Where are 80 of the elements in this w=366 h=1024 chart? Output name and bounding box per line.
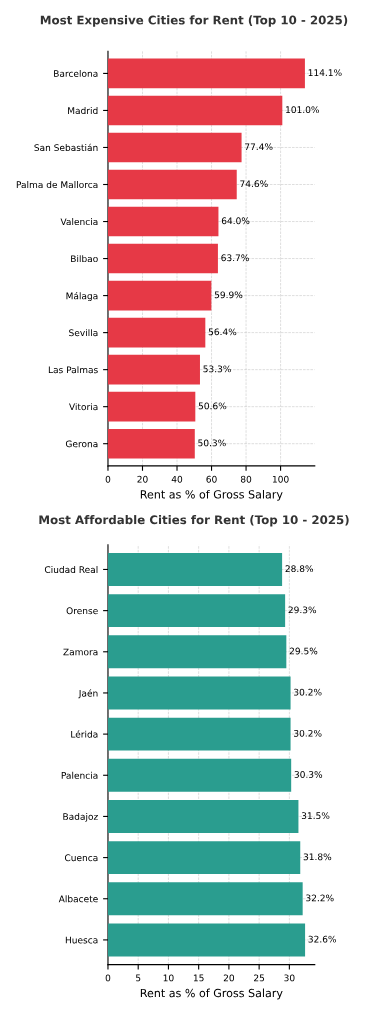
bar: [107, 391, 196, 422]
data-label: 50.6%: [198, 402, 227, 410]
x-axis-title: Rent as % of Gross Salary: [140, 988, 283, 1000]
y-tick-label: Las Palmas: [48, 366, 98, 374]
data-label: 32.6%: [308, 935, 337, 943]
y-tick-label: Badajoz: [63, 813, 98, 822]
bar: [107, 206, 219, 237]
y-tick-label: Madrid: [68, 107, 98, 114]
y-tick-label: Albacete: [58, 895, 98, 903]
bar: [107, 58, 305, 89]
y-tick-label: Cuenca: [64, 854, 98, 862]
bar: [107, 553, 283, 586]
x-tick-label: 40: [171, 475, 183, 483]
bar: [107, 923, 306, 957]
x-tick-label: 100: [272, 475, 289, 483]
y-tick-label: San Sebastián: [34, 143, 98, 152]
x-tick-label: 25: [254, 974, 265, 982]
y-tick-label: Valencia: [60, 218, 98, 226]
x-tick-label: 30: [284, 974, 295, 982]
data-label: 101.0%: [286, 106, 320, 114]
bar: [107, 132, 242, 163]
x-tick-label: 0: [105, 974, 111, 982]
y-tick-label: Sevilla: [69, 329, 98, 337]
data-label: 29.5%: [289, 647, 318, 655]
y-tick-label: Palma de Mallorca: [16, 181, 98, 189]
bar: [107, 758, 292, 792]
x-axis-title: Rent as % of Gross Salary: [140, 489, 283, 501]
data-label: 63.7%: [221, 254, 249, 262]
chart-title: Most Expensive Cities for Rent (Top 10 - 2025): [40, 15, 348, 27]
bar: [107, 594, 286, 628]
data-label: 53.3%: [203, 365, 231, 373]
data-label: 30.2%: [294, 688, 322, 696]
data-label: 28.8%: [285, 565, 314, 573]
bar: [107, 841, 301, 875]
bar: [107, 799, 299, 833]
x-tick-label: 20: [137, 475, 148, 483]
bar: [107, 95, 283, 126]
x-tick-label: 15: [193, 974, 204, 982]
bar: [107, 354, 200, 385]
data-label: 50.3%: [198, 439, 226, 447]
y-tick-label: Palencia: [61, 771, 98, 779]
y-tick-label: Jaén: [78, 689, 98, 699]
data-label: 29.3%: [288, 606, 317, 614]
x-tick-label: 10: [163, 974, 174, 982]
data-label: 74.6%: [240, 180, 268, 188]
y-tick-label: Orense: [66, 607, 98, 615]
bar: [107, 717, 291, 751]
bar: [107, 243, 218, 274]
y-tick-label: Zamora: [63, 648, 98, 656]
data-label: 31.8%: [303, 853, 332, 861]
data-label: 30.2%: [294, 729, 322, 737]
y-tick-label: Huesca: [65, 936, 98, 944]
y-tick-label: Gerona: [65, 440, 98, 448]
data-label: 114.1%: [308, 69, 342, 77]
data-label: 56.4%: [208, 328, 237, 336]
data-label: 32.2%: [306, 894, 334, 902]
bar: [107, 882, 303, 916]
bar: [107, 280, 212, 311]
bar: [107, 428, 195, 459]
y-tick-label: Lérida: [71, 730, 98, 738]
data-label: 30.3%: [294, 771, 323, 778]
y-tick-label: Málaga: [66, 291, 98, 302]
x-tick-label: 60: [206, 475, 217, 483]
data-label: 77.4%: [245, 143, 273, 151]
x-tick-label: 0: [105, 475, 111, 483]
bar: [107, 676, 291, 710]
bar: [107, 169, 237, 200]
bar: [107, 635, 287, 669]
chart-title: Most Affordable Cities for Rent (Top 10 - 2025): [39, 515, 349, 527]
x-tick-label: 5: [136, 974, 141, 982]
y-tick-label: Ciudad Real: [44, 566, 98, 574]
bar: [107, 317, 206, 348]
x-tick-label: 80: [240, 475, 252, 483]
x-tick-label: 20: [223, 974, 235, 982]
y-tick-label: Bilbao: [71, 255, 98, 263]
data-label: 31.5%: [301, 812, 330, 820]
y-tick-label: Barcelona: [54, 69, 98, 77]
data-label: 59.9%: [214, 291, 243, 299]
y-tick-label: Vitoria: [69, 403, 98, 411]
data-label: 64.0%: [221, 217, 250, 225]
